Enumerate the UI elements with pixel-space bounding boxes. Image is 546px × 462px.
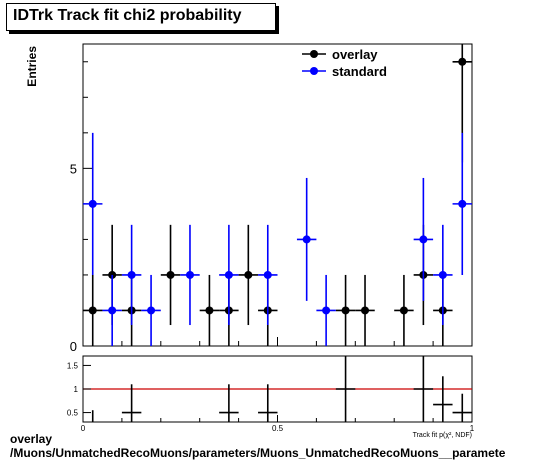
standard-point bbox=[302, 235, 311, 244]
footer-path: /Muons/UnmatchedRecoMuons/parameters/Muo… bbox=[10, 446, 506, 460]
legend-label-standard: standard bbox=[332, 64, 387, 79]
chart-title: IDTrk Track fit chi2 probability bbox=[13, 7, 242, 24]
standard-point bbox=[224, 270, 233, 279]
title-box: IDTrk Track fit chi2 probability bbox=[6, 3, 276, 31]
standard-point bbox=[108, 306, 117, 315]
x-axis-label: Track fit p(χ², NDF) bbox=[413, 432, 472, 439]
overlay-point bbox=[341, 306, 350, 315]
standard-point bbox=[147, 306, 156, 315]
ratio-x-tick-label: 1 bbox=[470, 424, 475, 433]
legend-marker-standard bbox=[310, 67, 318, 75]
standard-point bbox=[438, 270, 447, 279]
ratio-y-tick-label: 1 bbox=[74, 385, 79, 394]
y-axis-label: Entries bbox=[25, 46, 39, 87]
y-tick-label: 0 bbox=[70, 339, 77, 354]
overlay-point bbox=[361, 306, 370, 315]
standard-point bbox=[419, 235, 428, 244]
standard-point bbox=[127, 270, 136, 279]
standard-point bbox=[263, 270, 272, 279]
standard-point bbox=[458, 199, 467, 208]
ratio-y-tick-label: 1.5 bbox=[67, 361, 79, 370]
y-tick-label: 5 bbox=[70, 161, 77, 176]
overlay-point bbox=[205, 306, 214, 315]
overlay-point bbox=[399, 306, 408, 315]
footer-label: overlay bbox=[10, 432, 53, 446]
legend-marker-overlay bbox=[310, 50, 318, 58]
ratio-y-tick-label: 0.5 bbox=[67, 409, 79, 418]
standard-point bbox=[322, 306, 331, 315]
standard-point bbox=[88, 199, 97, 208]
overlay-point bbox=[458, 57, 467, 66]
ratio-x-tick-label: 0.5 bbox=[272, 424, 284, 433]
standard-point bbox=[185, 270, 194, 279]
overlay-point bbox=[166, 270, 175, 279]
overlay-point bbox=[244, 270, 253, 279]
main-plot: 0 5 Entries overlay standard bbox=[25, 43, 473, 354]
overlay-point bbox=[88, 306, 97, 315]
legend-label-overlay: overlay bbox=[332, 47, 378, 62]
ratio-x-tick-label: 0 bbox=[81, 424, 86, 433]
main-frame bbox=[82, 43, 473, 347]
